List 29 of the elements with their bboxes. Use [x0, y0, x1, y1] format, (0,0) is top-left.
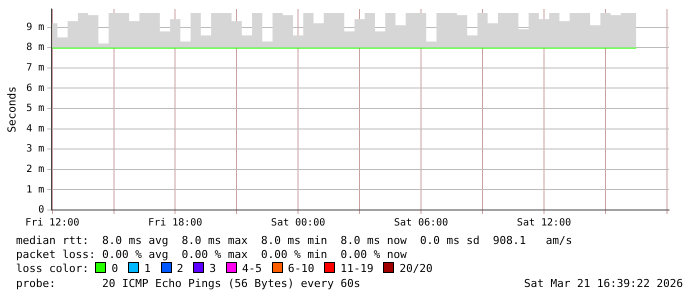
- x-tick-label: Sat 12:00: [516, 218, 572, 229]
- y-tick-label: 0: [38, 204, 44, 216]
- text: Sat Mar 21 16:39:22 2026: [524, 277, 683, 290]
- legend-label: 11-19: [340, 262, 374, 275]
- legend-label: 6-10: [288, 262, 314, 275]
- y-tick-label: 5 m: [26, 103, 44, 114]
- y-tick-label: 7 m: [26, 62, 44, 74]
- y-tick-label: 9 m: [26, 22, 44, 33]
- text: packet loss: 0.00 % avg 0.00 % max 0.00 % min 0.00 % now: [16, 248, 407, 261]
- y-tick-label: 1 m: [26, 184, 44, 196]
- x-tick-label: Sat 06:00: [394, 218, 448, 229]
- x-tick-label: Fri 18:00: [148, 218, 202, 229]
- legend-label: 3: [209, 262, 216, 275]
- x-tick-label: Fri 12:00: [25, 218, 80, 229]
- y-tick-label: 4 m: [26, 123, 44, 134]
- legend-label: 4-5: [242, 262, 262, 275]
- y-tick-label: 2 m: [26, 164, 44, 175]
- legend-label: 2: [176, 262, 184, 275]
- y-tick-label: 8 m: [26, 42, 44, 54]
- text: median rtt: 8.0 ms avg 8.0 ms max 8.0 ms min 8.0 ms now 0.0 ms sd 908.1 am/s: [16, 234, 572, 247]
- legend-label: 20/20: [399, 262, 433, 275]
- text: probe: 20 ICMP Echo Pings (56 Bytes) every 60s: [16, 277, 360, 290]
- legend-title: loss color:: [16, 262, 90, 275]
- y-tick-label: 6 m: [26, 82, 44, 94]
- y-axis-title: Seconds: [5, 86, 18, 133]
- y-tick-label: 3 m: [26, 144, 44, 155]
- legend-label: 1: [144, 262, 151, 275]
- legend-label: 0: [111, 262, 118, 275]
- x-tick-label: Sat 00:00: [271, 218, 326, 229]
